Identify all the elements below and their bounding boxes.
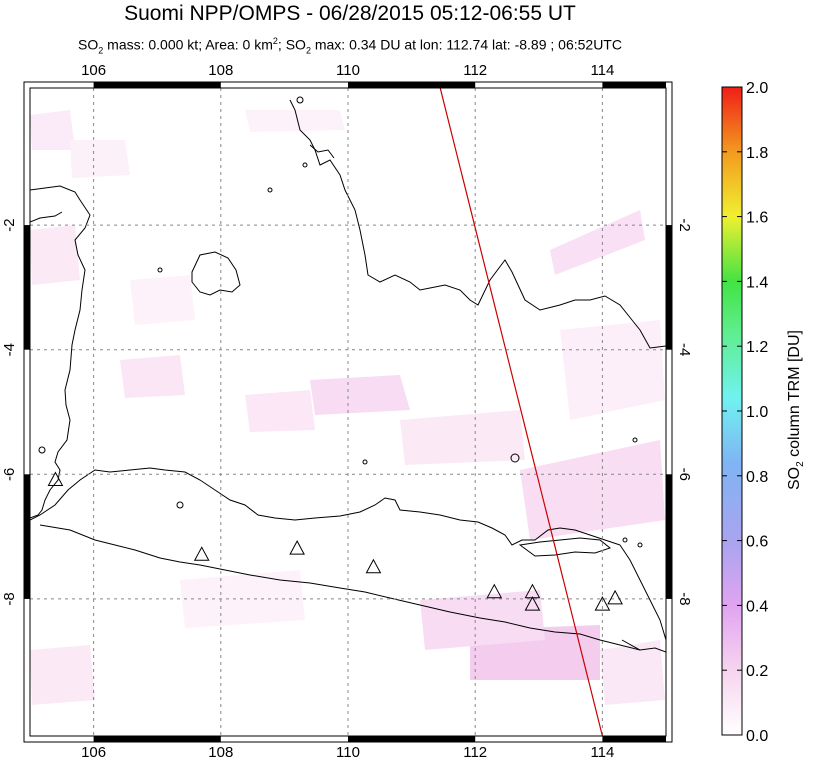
- border-bar-top: [348, 82, 476, 88]
- colorbar-tick-label: 2.0: [746, 80, 768, 97]
- border-bar-right: [666, 474, 672, 599]
- colorbar-tick-label: 1.6: [746, 210, 768, 227]
- colorbar-tick-label: 0.6: [746, 534, 768, 551]
- lon-label-bottom: 108: [208, 744, 233, 759]
- lat-label-right: -8: [676, 592, 693, 605]
- lon-label-bottom: 114: [590, 744, 614, 759]
- volcano-marker: [365, 558, 382, 574]
- lon-label-top: 106: [81, 62, 106, 79]
- volcano-marker: [193, 546, 210, 561]
- lon-label-top: 114: [590, 62, 614, 79]
- border-bar-right: [666, 225, 672, 350]
- volcano-marker: [594, 596, 611, 611]
- border-bar-bottom: [602, 736, 666, 742]
- colorbar-tick-label: 1.0: [746, 404, 768, 421]
- coastlines: [30, 96, 666, 653]
- gridlines: [30, 88, 666, 736]
- lon-label-top: 110: [336, 62, 360, 79]
- border-bar-left: [24, 474, 30, 599]
- colorbar-tick-label: 1.4: [746, 274, 768, 291]
- volcano-marker: [289, 540, 305, 555]
- volcano-marker: [524, 596, 541, 611]
- colorbar-tick-label: 0.0: [746, 728, 768, 745]
- colorbar-tick-label: 1.8: [746, 145, 768, 162]
- lon-label-top: 112: [463, 62, 487, 79]
- lon-label-bottom: 112: [463, 744, 487, 759]
- border-bar-bottom: [348, 736, 476, 742]
- lat-label-right: -2: [676, 218, 693, 231]
- colorbar-tick-label: 0.2: [746, 663, 768, 680]
- colorbar-tick-label: 1.2: [746, 339, 768, 356]
- orbit-track-line: [439, 87, 603, 737]
- lat-label-left: -8: [1, 592, 18, 605]
- colorbar-tick-label: 0.8: [746, 469, 768, 486]
- lat-label-left: -2: [1, 218, 18, 231]
- lon-label-bottom: 106: [81, 744, 106, 759]
- map-subtitle: SO2 mass: 0.000 kt; Area: 0 km2; SO2 max…: [78, 36, 622, 56]
- axis-labels: 106 106 108 108 110 110 112 112 114 114 -2 -2 -4 -4 -6…: [1, 62, 693, 759]
- outer-frame: [23, 81, 673, 743]
- volcano-marker: [607, 589, 623, 605]
- lon-label-top: 108: [208, 62, 233, 79]
- lat-label-left: -4: [1, 343, 18, 356]
- volcano-marker: [47, 471, 64, 487]
- volcano-markers: [47, 471, 623, 611]
- lat-label-left: -6: [1, 468, 18, 481]
- border-bar-top: [93, 82, 221, 88]
- border-bar-bottom: [93, 736, 221, 742]
- colorbar-ticks: 2.0 1.8 1.6 1.4 1.2 1.0 0.8 0.6 0.4 0.2 0.0: [722, 80, 768, 745]
- lat-label-right: -6: [676, 468, 693, 481]
- lon-label-bottom: 110: [336, 744, 360, 759]
- volcano-marker: [486, 583, 503, 599]
- border-bar-left: [24, 225, 30, 350]
- lat-label-right: -4: [676, 343, 693, 356]
- colorbar-label: SO2 column TRM [DU]: [785, 330, 807, 490]
- border-bar-top: [602, 82, 666, 88]
- colorbar-tick-label: 0.4: [746, 598, 768, 615]
- map-title: Suomi NPP/OMPS - 06/28/2015 05:12-06:55 …: [124, 2, 576, 25]
- map-border-bars: [23, 81, 673, 743]
